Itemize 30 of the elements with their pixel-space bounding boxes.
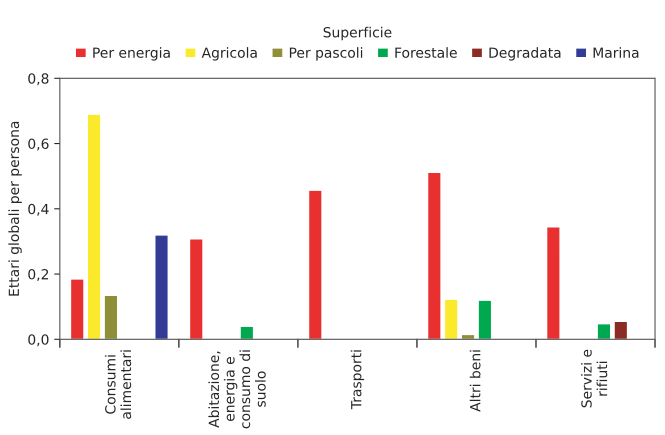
bar: [460, 334, 476, 340]
bar: [86, 113, 102, 340]
legend-label: Per energia: [93, 47, 170, 61]
x-tick-label: Trasporti: [350, 350, 364, 410]
bar: [477, 299, 492, 340]
legend-label: Agricola: [202, 47, 257, 61]
legend-label: Degradata: [489, 47, 560, 61]
legend-label: Per pascoli: [290, 47, 362, 61]
y-tick-label: 0,4: [28, 204, 49, 216]
legend-label: Marina: [594, 47, 638, 58]
y-axis-title: Ettari globali per persona: [8, 122, 22, 296]
legend-label: Forestale: [395, 47, 457, 58]
bar: [154, 234, 169, 340]
x-tick-label: Abitazione, energia e consumo di suolo: [208, 350, 266, 428]
bar: [103, 294, 118, 340]
x-tick-label: Servizi e rifiuti: [581, 350, 608, 408]
bar: [546, 226, 561, 340]
bar: [613, 320, 628, 340]
legend-title: Superficie: [324, 26, 392, 40]
x-tick-label: Consumi alimentari: [104, 350, 132, 419]
y-tick-label: 0,8: [28, 73, 48, 86]
y-tick-label: 0,0: [28, 334, 49, 346]
bar: [188, 238, 204, 340]
y-tick-label: 0,6: [28, 138, 49, 150]
bar: [239, 326, 254, 340]
bar: [308, 190, 323, 340]
x-tick-label: Altri beni: [470, 350, 480, 412]
bar: [70, 278, 85, 340]
bar: [596, 322, 612, 340]
y-tick-label: 0,2: [28, 269, 48, 281]
